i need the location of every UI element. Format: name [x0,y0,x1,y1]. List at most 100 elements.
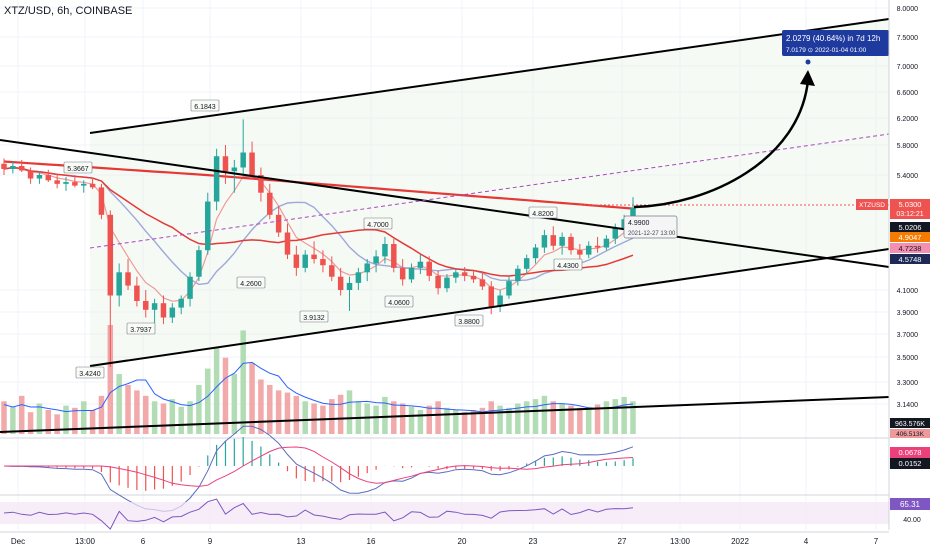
candle-23[interactable] [205,202,210,251]
candle-44[interactable] [391,244,396,268]
candle-62[interactable] [551,235,556,246]
candle-66[interactable] [586,246,591,255]
candle-31[interactable] [276,215,281,233]
candle-57[interactable] [506,281,511,295]
candle-13[interactable] [116,272,121,295]
candle-65[interactable] [577,250,582,254]
time-tick-7: 23 [529,537,538,546]
candle-19[interactable] [170,308,175,318]
candle-17[interactable] [152,303,157,310]
volume-bar-52 [462,412,467,434]
candle-26[interactable] [232,168,237,172]
candle-43[interactable] [382,244,387,256]
candle-33[interactable] [294,255,299,268]
candle-15[interactable] [134,286,139,301]
candle-50[interactable] [444,278,449,289]
candle-46[interactable] [409,268,414,280]
macd-hist-28 [251,441,252,466]
candle-3[interactable] [28,171,33,179]
macd-hist-40 [358,466,359,477]
candle-32[interactable] [285,233,290,255]
candle-16[interactable] [143,301,148,310]
candle-53[interactable] [471,276,476,280]
candle-2[interactable] [19,166,24,171]
price-tick-5: 5.8000 [897,143,919,150]
macd-hist-46 [411,466,412,467]
volume-bar-10 [90,410,95,434]
candle-6[interactable] [54,180,59,184]
time-tick-12: 7 [874,537,879,546]
macd-hist-24 [216,445,217,466]
candle-21[interactable] [187,277,192,299]
candle-52[interactable] [462,272,467,276]
candle-9[interactable] [81,184,86,186]
price-tick-1: 7.5000 [897,35,919,42]
candle-14[interactable] [125,272,130,285]
volume-bar-13 [116,374,121,434]
candle-12[interactable] [108,215,113,296]
candle-20[interactable] [178,299,183,308]
volume-bar-44 [391,401,396,434]
candle-35[interactable] [311,255,316,259]
projection-target-dot [806,60,811,65]
candle-8[interactable] [72,182,77,186]
macd-hist-33 [296,466,297,478]
volume-bar-19 [170,399,175,434]
price-tick-3: 6.6000 [897,90,919,97]
candle-60[interactable] [533,248,538,259]
candle-67[interactable] [595,246,600,248]
candle-34[interactable] [302,255,307,268]
candle-18[interactable] [161,303,166,317]
price-tick-4: 6.2000 [897,116,919,123]
volume-bar-26 [232,374,237,434]
candle-63[interactable] [559,237,564,246]
candle-42[interactable] [373,256,378,263]
volume-bar-55 [489,401,494,434]
candle-54[interactable] [480,279,485,286]
candle-0[interactable] [1,164,6,169]
volume-bar-30 [267,385,272,434]
candle-45[interactable] [400,268,405,280]
candle-10[interactable] [90,184,95,188]
macd-hist-21 [189,466,190,475]
candle-11[interactable] [99,187,104,214]
macd-hist-64 [570,458,571,466]
candle-30[interactable] [267,193,272,215]
candle-69[interactable] [613,228,618,239]
volume-bar-45 [400,403,405,434]
candle-27[interactable] [240,153,245,168]
price-tick-11: 3.3000 [897,380,919,387]
candle-22[interactable] [196,250,201,277]
time-tick-1: 13:00 [75,537,96,546]
candle-47[interactable] [418,262,423,268]
candle-59[interactable] [524,258,529,269]
candle-41[interactable] [364,263,369,272]
candle-51[interactable] [453,272,458,277]
candle-1[interactable] [10,166,15,169]
candle-58[interactable] [515,269,520,281]
candle-28[interactable] [249,153,254,176]
candle-36[interactable] [320,259,325,265]
macd-hist-42 [375,466,376,470]
candle-68[interactable] [604,239,609,248]
candle-55[interactable] [489,286,494,306]
candle-39[interactable] [347,283,352,290]
candle-24[interactable] [214,156,219,201]
candle-38[interactable] [338,277,343,290]
candle-5[interactable] [46,175,51,180]
macd-hist-45 [402,466,403,468]
candle-4[interactable] [37,175,42,179]
candle-37[interactable] [329,265,334,277]
candle-40[interactable] [356,272,361,283]
candle-25[interactable] [223,156,228,171]
volume-bar-18 [161,403,166,434]
candle-7[interactable] [63,182,68,184]
rsi-level-label: 40.00 [903,517,921,524]
candle-49[interactable] [435,276,440,288]
candle-64[interactable] [568,237,573,250]
scale-label-3: 5.0206 [899,223,922,232]
candle-61[interactable] [542,235,547,247]
candle-48[interactable] [426,262,431,276]
